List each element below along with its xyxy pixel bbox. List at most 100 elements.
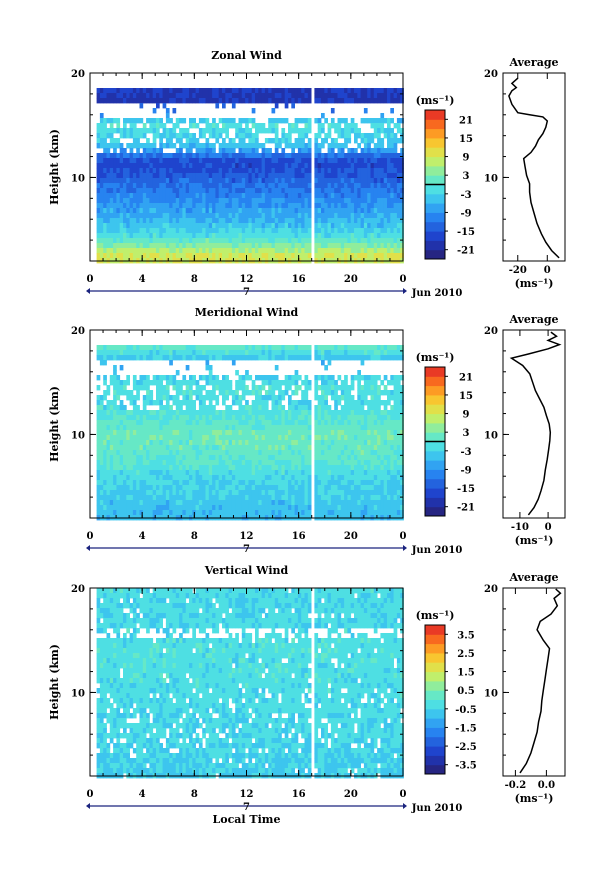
- heatmap-cell: [400, 430, 404, 436]
- heatmap-cell: [129, 148, 134, 154]
- heatmap-cell: [281, 188, 286, 194]
- heatmap-cell: [208, 133, 213, 139]
- heatmap-cell: [330, 228, 335, 234]
- heatmap-cell: [126, 435, 130, 441]
- heatmap-cell: [152, 400, 157, 406]
- heatmap-cell: [357, 465, 361, 471]
- heatmap-cell: [370, 460, 375, 466]
- heatmap-cell: [245, 475, 249, 481]
- heatmap-cell: [367, 420, 371, 426]
- heatmap-cell: [274, 158, 279, 164]
- heatmap-cell: [195, 460, 200, 466]
- heatmap-cell: [373, 385, 378, 391]
- heatmap-cell: [165, 440, 170, 446]
- heatmap-cell: [245, 173, 249, 179]
- heatmap-cell: [393, 385, 398, 391]
- heatmap-cell: [169, 470, 173, 476]
- heatmap-cell: [165, 355, 170, 361]
- heatmap-cell: [274, 118, 279, 124]
- heatmap-cell: [202, 475, 206, 481]
- heatmap-cell: [271, 470, 276, 476]
- heatmap-cell: [301, 93, 305, 99]
- heatmap-cell: [113, 400, 117, 406]
- heatmap-cell: [251, 123, 256, 129]
- heatmap-cell: [231, 475, 236, 481]
- heatmap-cell: [159, 153, 163, 159]
- heatmap-cell: [321, 435, 325, 441]
- heatmap-cell: [268, 188, 272, 194]
- heatmap-cell: [324, 173, 328, 179]
- heatmap-cell: [271, 98, 276, 104]
- heatmap-cell: [139, 410, 144, 416]
- heatmap-cell: [251, 143, 256, 149]
- heatmap-cell: [126, 203, 130, 209]
- heatmap-cell: [142, 173, 147, 179]
- heatmap-cell: [96, 213, 101, 219]
- heatmap-cell: [113, 435, 117, 441]
- heatmap-cell: [202, 385, 206, 391]
- heatmap-cell: [264, 440, 269, 446]
- heatmap-cell: [205, 208, 210, 214]
- heatmap-cell: [327, 128, 332, 134]
- heatmap-cell: [238, 208, 243, 214]
- heatmap-cell: [347, 203, 352, 209]
- heatmap-cell: [271, 193, 276, 199]
- heatmap-cell: [235, 208, 239, 214]
- heatmap-cell: [215, 183, 220, 189]
- heatmap-cell: [119, 178, 124, 184]
- heatmap-cell: [142, 148, 147, 154]
- heatmap-cell: [119, 365, 124, 371]
- heatmap-cell: [208, 183, 213, 189]
- heatmap-cell: [271, 203, 276, 209]
- heatmap-cell: [185, 193, 190, 199]
- heatmap-cell: [354, 233, 358, 239]
- heatmap-cell: [106, 253, 111, 259]
- heatmap-cell: [281, 198, 286, 204]
- heatmap-cell: [208, 198, 213, 204]
- heatmap-cell: [195, 395, 200, 401]
- heatmap-cell: [380, 420, 385, 426]
- heatmap-cell: [208, 370, 213, 376]
- heatmap-cell: [268, 233, 272, 239]
- heatmap-cell: [360, 188, 365, 194]
- heatmap-cell: [274, 128, 279, 134]
- heatmap-cell: [215, 243, 220, 249]
- heatmap-cell: [103, 440, 107, 446]
- heatmap-cell: [337, 148, 342, 154]
- heatmap-cell: [96, 208, 101, 214]
- heatmap-cell: [195, 228, 200, 234]
- heatmap-cell: [248, 460, 253, 466]
- heatmap-cell: [387, 253, 391, 259]
- heatmap-cell: [179, 475, 183, 481]
- heatmap-cell: [215, 198, 220, 204]
- heatmap-cell: [195, 380, 200, 386]
- heatmap-cell: [185, 243, 190, 249]
- heatmap-cell: [205, 228, 210, 234]
- heatmap-cell: [350, 163, 355, 169]
- heatmap-cell: [396, 425, 401, 431]
- heatmap-cell: [387, 158, 391, 164]
- heatmap-cell: [274, 193, 279, 199]
- heatmap-cell: [222, 208, 226, 214]
- heatmap-cell: [350, 123, 355, 129]
- heatmap-cell: [274, 218, 279, 224]
- heatmap-cell: [175, 218, 180, 224]
- heatmap-cell: [314, 405, 319, 411]
- day-label: 7: [243, 287, 250, 298]
- heatmap-cell: [363, 193, 368, 199]
- heatmap-cell: [146, 410, 150, 416]
- heatmap-cell: [337, 98, 342, 104]
- heatmap-cell: [400, 440, 404, 446]
- heatmap-cell: [189, 198, 193, 204]
- heatmap-cell: [271, 420, 276, 426]
- heatmap-cell: [354, 455, 358, 461]
- heatmap-cell: [301, 193, 305, 199]
- heatmap-cell: [396, 178, 401, 184]
- heatmap-cell: [103, 218, 107, 224]
- heatmap-cell: [271, 183, 276, 189]
- heatmap-cell: [123, 218, 127, 224]
- heatmap-cell: [291, 178, 295, 184]
- heatmap-cell: [215, 93, 220, 99]
- heatmap-cell: [116, 93, 121, 99]
- heatmap-cell: [96, 435, 101, 441]
